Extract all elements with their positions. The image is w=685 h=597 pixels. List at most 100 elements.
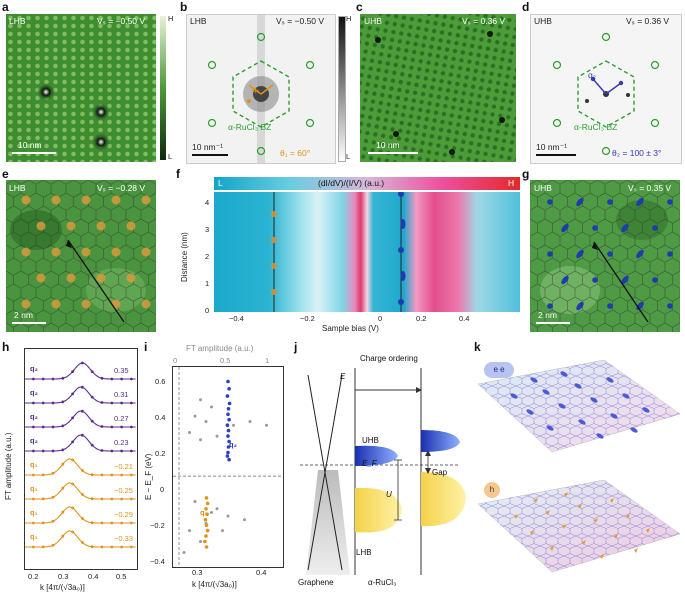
bias-e: Vₛ = −0.28 V xyxy=(97,183,146,193)
ft-point xyxy=(110,425,114,429)
scalebar-g xyxy=(536,322,570,324)
curve-tag-7: q₁ xyxy=(30,532,38,541)
ft-point xyxy=(90,395,94,399)
rucl-j: α-RuCl₃ xyxy=(368,578,397,587)
dispersion-point-q1 xyxy=(203,539,207,544)
ft-point xyxy=(41,449,45,453)
dispersion-point-q2 xyxy=(226,379,230,384)
ft-point xyxy=(71,392,74,396)
ft-amplitude-point xyxy=(193,500,197,503)
ft-point xyxy=(81,361,84,365)
dispersion-point-q2 xyxy=(226,434,230,438)
q2-label-d: q₂ xyxy=(588,70,597,80)
ft-amplitude-point xyxy=(215,434,219,438)
curve-value-6: −0.29 xyxy=(114,510,133,519)
ft-point xyxy=(120,473,123,477)
curve-value-3: 0.23 xyxy=(114,438,129,447)
ytick-f-4: 4 xyxy=(205,198,210,207)
charge-ordering-j: Charge ordering xyxy=(360,354,418,363)
top-label-i: FT amplitude (a.u.) xyxy=(186,344,254,353)
ft-amplitude-point xyxy=(210,511,213,514)
curve-tag-1: q₂ xyxy=(30,388,38,397)
dispersion-point-q2 xyxy=(225,394,230,398)
ft-point xyxy=(110,545,114,549)
ft-point xyxy=(81,493,84,496)
badge-k-top: e e xyxy=(484,362,514,378)
ft-point xyxy=(41,545,45,549)
ft-point xyxy=(41,521,45,525)
ft-point xyxy=(32,497,35,501)
curve-tag-0: q₂ xyxy=(30,364,38,373)
tag-b: LHB xyxy=(190,16,207,26)
xtick-i-0: 0.3 xyxy=(192,568,203,577)
uhb-j: UHB xyxy=(362,436,379,445)
xlabel-f: Sample bias (V) xyxy=(322,324,379,333)
ft-point xyxy=(32,425,35,429)
bz-label-d: α-RuCl₃ BZ xyxy=(574,122,618,132)
tag-d: UHB xyxy=(534,16,552,26)
scalebar-a xyxy=(12,152,56,154)
ytick-f-1: 1 xyxy=(205,279,210,288)
curve-value-4: −0.21 xyxy=(114,462,133,471)
band-diagram-j xyxy=(300,368,466,575)
scale-text-e: 2 nm xyxy=(14,310,33,320)
tag-a: LHB xyxy=(9,16,26,26)
panel-label-c: c xyxy=(356,0,363,14)
q1-label-b: q₁ xyxy=(252,84,260,94)
dispersion-point-q2 xyxy=(227,387,231,391)
stm-honeycomb-g xyxy=(530,180,680,332)
dispersion-point-q2 xyxy=(226,412,230,417)
scalebar-b xyxy=(192,154,228,156)
ft-point xyxy=(51,495,55,499)
ft-point xyxy=(32,545,35,549)
ft-point xyxy=(81,517,84,520)
panel-label-f: f xyxy=(176,167,180,181)
graphene-j: Graphene xyxy=(298,578,334,587)
scale-text-b: 10 nm⁻¹ xyxy=(192,142,223,152)
colorbar-cd-low: L xyxy=(346,152,351,161)
ft-point xyxy=(110,449,114,453)
ft-point xyxy=(110,521,114,525)
badge-k-bottom: h xyxy=(484,482,500,498)
ft-point xyxy=(100,425,104,428)
dispersion-point-q2 xyxy=(227,401,232,406)
top-tick-i-0: 0 xyxy=(173,356,178,365)
didv-map-f xyxy=(214,192,520,312)
ft-point xyxy=(51,543,55,547)
ft-point xyxy=(130,497,133,501)
xtick-i-1: 0.4 xyxy=(256,568,267,577)
theta-d: θ₂ = 100 ± 3° xyxy=(612,148,662,158)
colorbar-f-high: H xyxy=(508,178,515,188)
ft-point xyxy=(130,449,133,453)
ft-point xyxy=(71,416,74,420)
scalebar-e xyxy=(12,322,46,324)
ft-point xyxy=(51,377,55,381)
curve-tag-3: q₂ xyxy=(30,436,38,445)
scalebar-c xyxy=(368,152,418,154)
e-axis-j: E xyxy=(340,372,346,381)
scale-text-g: 2 nm xyxy=(538,310,557,320)
ft-point xyxy=(41,401,45,405)
dispersion-point-q1 xyxy=(204,534,208,538)
ytick-i-2: 0.2 xyxy=(155,449,166,458)
colorbar-f-title: (dI/dV)/(I/V) (a.u.) xyxy=(318,178,385,188)
lattice-schematic-k xyxy=(477,359,681,573)
panel-label-d: d xyxy=(522,0,530,14)
stm-image-e xyxy=(6,180,156,332)
ytick-i-1: 0.4 xyxy=(155,413,166,422)
ft-point xyxy=(81,541,84,544)
ft-amplitude-point xyxy=(210,405,213,409)
ft-point xyxy=(51,519,55,523)
ytick-i-4: −0.2 xyxy=(150,521,165,530)
scale-text-c: 10 nm xyxy=(376,140,400,150)
ft-point xyxy=(100,449,104,452)
xlabel-h: k [4π/(√3a₀)] xyxy=(40,583,85,592)
ft-point xyxy=(100,401,104,404)
ef-j: E_F xyxy=(362,459,377,468)
xtick-f-2: 0 xyxy=(378,314,383,323)
curve-value-0: 0.35 xyxy=(114,366,129,375)
ylabel-f: Distance (nm) xyxy=(180,232,189,282)
ft-amplitude-point xyxy=(182,551,186,554)
ft-pattern-d xyxy=(552,32,660,156)
ft-point xyxy=(120,545,123,549)
